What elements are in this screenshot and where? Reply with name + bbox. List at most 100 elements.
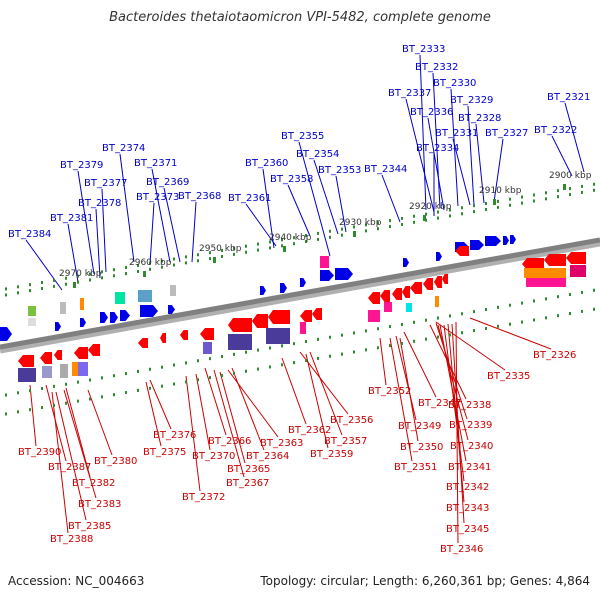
gene-label-reverse[interactable]: BT_2341 — [448, 462, 491, 473]
gene-label-reverse[interactable]: BT_2370 — [192, 451, 235, 462]
gene-label-reverse[interactable]: BT_2339 — [449, 420, 492, 431]
gene-label-reverse[interactable]: BT_2343 — [446, 503, 489, 514]
gene-label-reverse[interactable]: BT_2375 — [143, 447, 186, 458]
leader-line — [55, 391, 87, 521]
gene-label-forward[interactable]: BT_2369 — [146, 177, 189, 188]
gene-feature-box — [266, 328, 290, 344]
scale-tick — [161, 365, 163, 369]
gene-label-forward[interactable]: BT_2381 — [50, 213, 93, 224]
gene-label-forward[interactable]: BT_2327 — [485, 128, 528, 139]
gene-label-reverse[interactable]: BT_2351 — [394, 462, 437, 473]
gene-label-reverse[interactable]: BT_2359 — [310, 449, 353, 460]
scale-tick — [305, 240, 307, 244]
gene-label-reverse[interactable]: BT_2347 — [418, 398, 461, 409]
gene-label-reverse[interactable]: BT_2390 — [18, 447, 61, 458]
scale-tick — [29, 408, 31, 412]
scale-tick — [437, 335, 439, 339]
gene-label-reverse[interactable]: BT_2326 — [533, 350, 576, 361]
gene-label-reverse[interactable]: BT_2382 — [72, 478, 115, 489]
scale-tick — [281, 363, 283, 367]
leader-line — [551, 135, 573, 177]
gene-feature-box — [435, 296, 439, 307]
scale-tick — [401, 322, 403, 326]
leader-line — [309, 351, 343, 436]
gene-label-reverse[interactable]: BT_2367 — [226, 478, 269, 489]
kbp-label: 2930 kbp — [339, 218, 382, 228]
gene-label-reverse[interactable]: BT_2335 — [487, 371, 530, 382]
gene-label-forward[interactable]: BT_2337 — [388, 88, 431, 99]
gene-label-reverse[interactable]: BT_2350 — [400, 442, 443, 453]
gene-label-reverse[interactable]: BT_2342 — [446, 482, 489, 493]
gene-label-forward[interactable]: BT_2331 — [435, 128, 478, 139]
scale-tick — [293, 236, 295, 240]
gene-label-reverse[interactable]: BT_2376 — [153, 430, 196, 441]
scale-tick — [593, 307, 595, 311]
gene-label-forward[interactable]: BT_2378 — [78, 198, 121, 209]
gene-label-reverse[interactable]: BT_2388 — [50, 534, 93, 545]
gene-label-forward[interactable]: BT_2368 — [178, 191, 221, 202]
scale-tick — [401, 216, 403, 220]
gene-arrow — [434, 276, 442, 288]
gene-label-forward[interactable]: BT_2353 — [318, 165, 361, 176]
gene-label-forward[interactable]: BT_2333 — [402, 44, 445, 55]
gene-label-forward[interactable]: BT_2384 — [8, 229, 51, 240]
gene-label-reverse[interactable]: BT_2352 — [368, 386, 411, 397]
gene-arrow — [160, 333, 166, 343]
scale-tick — [29, 289, 31, 293]
scale-tick — [425, 337, 427, 341]
gene-label-forward[interactable]: BT_2332 — [415, 62, 458, 73]
gene-label-reverse[interactable]: BT_2340 — [450, 441, 493, 452]
gene-arrow — [335, 268, 353, 280]
gene-label-forward[interactable]: BT_2336 — [410, 107, 453, 118]
gene-label-forward[interactable]: BT_2354 — [296, 149, 339, 160]
gene-label-forward[interactable]: BT_2322 — [534, 125, 577, 136]
gene-label-forward[interactable]: BT_2360 — [245, 158, 288, 169]
gene-label-reverse[interactable]: BT_2366 — [208, 436, 251, 447]
gene-label-forward[interactable]: BT_2361 — [228, 193, 271, 204]
scale-tick — [5, 412, 7, 416]
leader-line — [262, 168, 275, 249]
gene-arrow — [470, 240, 484, 250]
scale-tick — [5, 293, 7, 297]
scale-tick — [17, 410, 19, 414]
scale-tick — [209, 357, 211, 361]
gene-label-forward[interactable]: BT_2328 — [458, 113, 501, 124]
gene-label-forward[interactable]: BT_2358 — [270, 174, 313, 185]
gene-label-reverse[interactable]: BT_2385 — [68, 521, 111, 532]
gene-label-reverse[interactable]: BT_2338 — [448, 400, 491, 411]
gene-label-reverse[interactable]: BT_2363 — [260, 438, 303, 449]
gene-label-forward[interactable]: BT_2379 — [60, 160, 103, 171]
gene-label-reverse[interactable]: BT_2372 — [182, 492, 225, 503]
gene-label-reverse[interactable]: BT_2365 — [227, 464, 270, 475]
scale-tick — [389, 325, 391, 329]
scale-tick — [53, 284, 55, 288]
scale-tick — [173, 363, 175, 367]
gene-label-reverse[interactable]: BT_2364 — [246, 451, 289, 462]
gene-label-reverse[interactable]: BT_2346 — [440, 544, 483, 555]
gene-label-reverse[interactable]: BT_2356 — [330, 415, 373, 426]
gene-label-forward[interactable]: BT_2371 — [134, 158, 177, 169]
gene-label-reverse[interactable]: BT_2357 — [324, 436, 367, 447]
gene-label-forward[interactable]: BT_2374 — [102, 143, 145, 154]
leader-line — [77, 170, 95, 275]
gene-label-reverse[interactable]: BT_2345 — [446, 524, 489, 535]
gene-label-reverse[interactable]: BT_2383 — [78, 499, 121, 510]
gene-arrow — [228, 318, 252, 332]
gene-label-forward[interactable]: BT_2355 — [281, 131, 324, 142]
gene-label-forward[interactable]: BT_2321 — [547, 92, 590, 103]
gene-label-forward[interactable]: BT_2330 — [433, 78, 476, 89]
gene-label-forward[interactable]: BT_2373 — [136, 192, 179, 203]
gene-label-reverse[interactable]: BT_2380 — [94, 456, 137, 467]
gene-label-reverse[interactable]: BT_2349 — [398, 421, 441, 432]
scale-tick — [485, 307, 487, 311]
gene-label-forward[interactable]: BT_2377 — [84, 178, 127, 189]
kbp-label: 2950 kbp — [199, 244, 242, 254]
scale-tick — [437, 216, 439, 220]
gene-label-reverse[interactable]: BT_2362 — [288, 425, 331, 436]
gene-label-forward[interactable]: BT_2344 — [364, 164, 407, 175]
gene-arrow — [544, 254, 566, 266]
gene-label-forward[interactable]: BT_2334 — [416, 143, 459, 154]
scale-tick — [581, 184, 583, 188]
gene-label-reverse[interactable]: BT_2387 — [48, 462, 91, 473]
gene-label-forward[interactable]: BT_2329 — [450, 95, 493, 106]
